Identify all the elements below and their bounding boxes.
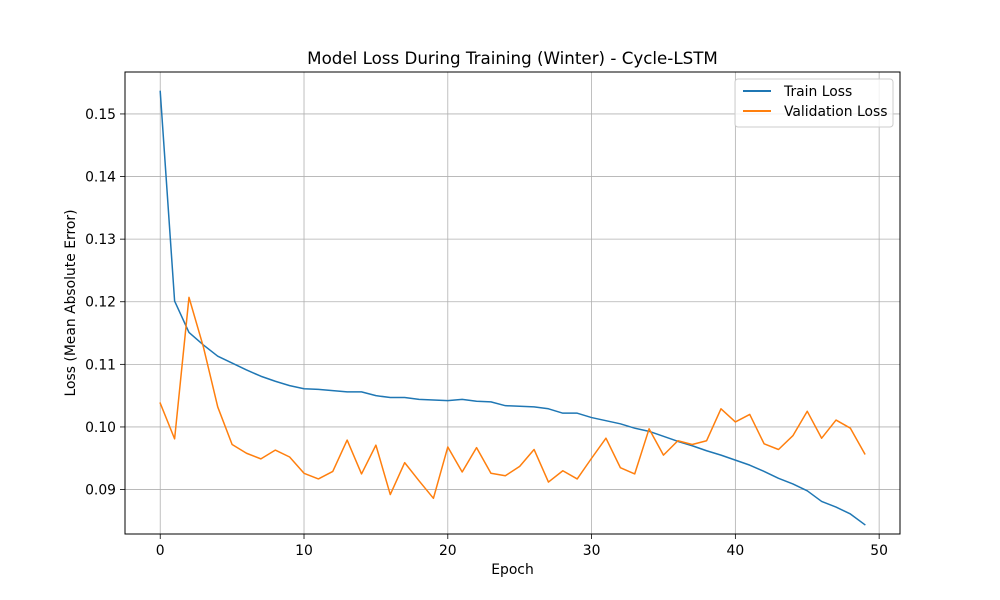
series-line-train-loss: [159, 90, 866, 526]
y-tick-label: 0.09: [85, 483, 116, 499]
y-tick-label: 0.11: [85, 357, 116, 373]
chart-title: Model Loss During Training (Winter) - Cy…: [307, 48, 718, 68]
legend-label-validation-loss: Validation Loss: [784, 104, 887, 120]
x-tick-label: 50: [870, 543, 888, 559]
x-tick-label: 30: [583, 543, 601, 559]
plot-area-frame: [124, 71, 901, 535]
legend-frame: [734, 78, 894, 128]
x-tick-label: 20: [439, 543, 457, 559]
y-axis-label: Loss (Mean Absolute Error): [63, 210, 79, 397]
x-tick-label: 40: [727, 543, 745, 559]
legend: Train Loss Validation Loss: [734, 78, 894, 128]
y-tick-label: 0.14: [85, 170, 116, 186]
x-tick-label: 10: [295, 543, 313, 559]
y-axis-ticks: 0.09 0.10 0.11 0.12 0.13 0.14 0.15: [85, 107, 125, 499]
x-axis-ticks: 0 10 20 30 40 50: [156, 534, 888, 559]
y-tick-label: 0.12: [85, 295, 116, 311]
y-tick-label: 0.13: [85, 232, 116, 248]
legend-label-train-loss: Train Loss: [783, 84, 852, 100]
y-tick-label: 0.15: [85, 107, 116, 123]
series-lines: [159, 90, 866, 526]
x-axis-label: Epoch: [491, 562, 534, 578]
grid-lines: [125, 72, 900, 534]
y-tick-label: 0.10: [85, 420, 116, 436]
series-line-validation-loss: [159, 296, 866, 500]
x-tick-label: 0: [156, 543, 165, 559]
